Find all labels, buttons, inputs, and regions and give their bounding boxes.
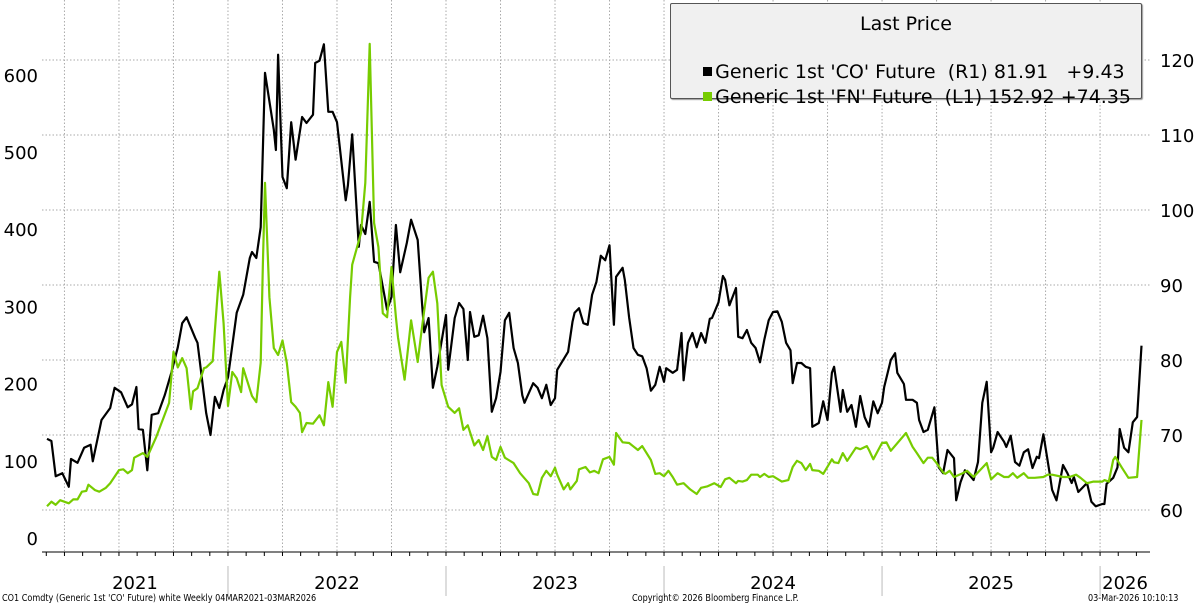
left-axis-tick-label: 300 (4, 297, 38, 318)
x-axis-year-label: 2025 (968, 573, 1014, 594)
legend-axis: (L1) (944, 86, 983, 108)
right-axis-tick-label: 70 (1160, 426, 1183, 447)
legend-last-value: 152.92 (988, 86, 1055, 108)
left-axis-tick-label: 200 (4, 375, 38, 396)
legend-entry-co: Generic 1st 'CO' Future (R1) 81.91 +9.43 (679, 39, 1125, 105)
right-axis-tick-label: 110 (1160, 126, 1194, 147)
legend-change: +9.43 (1066, 61, 1125, 83)
x-axis-year-label: 2021 (112, 573, 158, 594)
right-axis-tick-label: 80 (1160, 351, 1183, 372)
legend-box: Last Price Generic 1st 'CO' Future (R1) … (670, 3, 1142, 108)
series-line-fn (46, 42, 1143, 508)
footer-timestamp: 03-Mar-2026 10:10:13 (1088, 593, 1179, 604)
legend-change: +74.35 (1060, 86, 1132, 108)
right-axis-tick-label: 120 (1160, 51, 1194, 72)
footer-copyright: Copyright© 2026 Bloomberg Finance L.P. (632, 593, 799, 604)
left-axis-tick-label: 100 (4, 452, 38, 473)
left-axis-tick-label: 400 (4, 220, 38, 241)
legend-series-name: Generic 1st 'CO' Future (715, 61, 936, 83)
x-axis-year-label: 2026 (1102, 573, 1148, 594)
x-axis-year-label: 2024 (750, 573, 796, 594)
footer-security-info: CO1 Comdty (Generic 1st 'CO' Future) whi… (2, 593, 317, 604)
legend-last-value: 81.91 (993, 61, 1049, 83)
legend-series-name: Generic 1st 'FN' Future (715, 86, 933, 108)
legend-entry-fn: Generic 1st 'FN' Future (L1) 152.92 +74.… (679, 64, 1131, 130)
legend-axis: (R1) (947, 61, 988, 83)
left-axis-tick-label: 600 (4, 66, 38, 87)
right-axis-tick-label: 60 (1160, 501, 1183, 522)
x-axis-year-label: 2023 (532, 573, 578, 594)
legend-swatch-icon (703, 92, 713, 101)
right-axis-tick-label: 90 (1160, 276, 1183, 297)
legend-swatch-icon (703, 67, 713, 76)
left-axis-tick-label: 500 (4, 143, 38, 164)
right-axis-tick-label: 100 (1160, 201, 1194, 222)
x-axis-year-label: 2022 (314, 573, 360, 594)
series-line-co (46, 43, 1143, 508)
left-axis-tick-label: 0 (27, 529, 38, 550)
legend-title: Last Price (860, 13, 952, 35)
